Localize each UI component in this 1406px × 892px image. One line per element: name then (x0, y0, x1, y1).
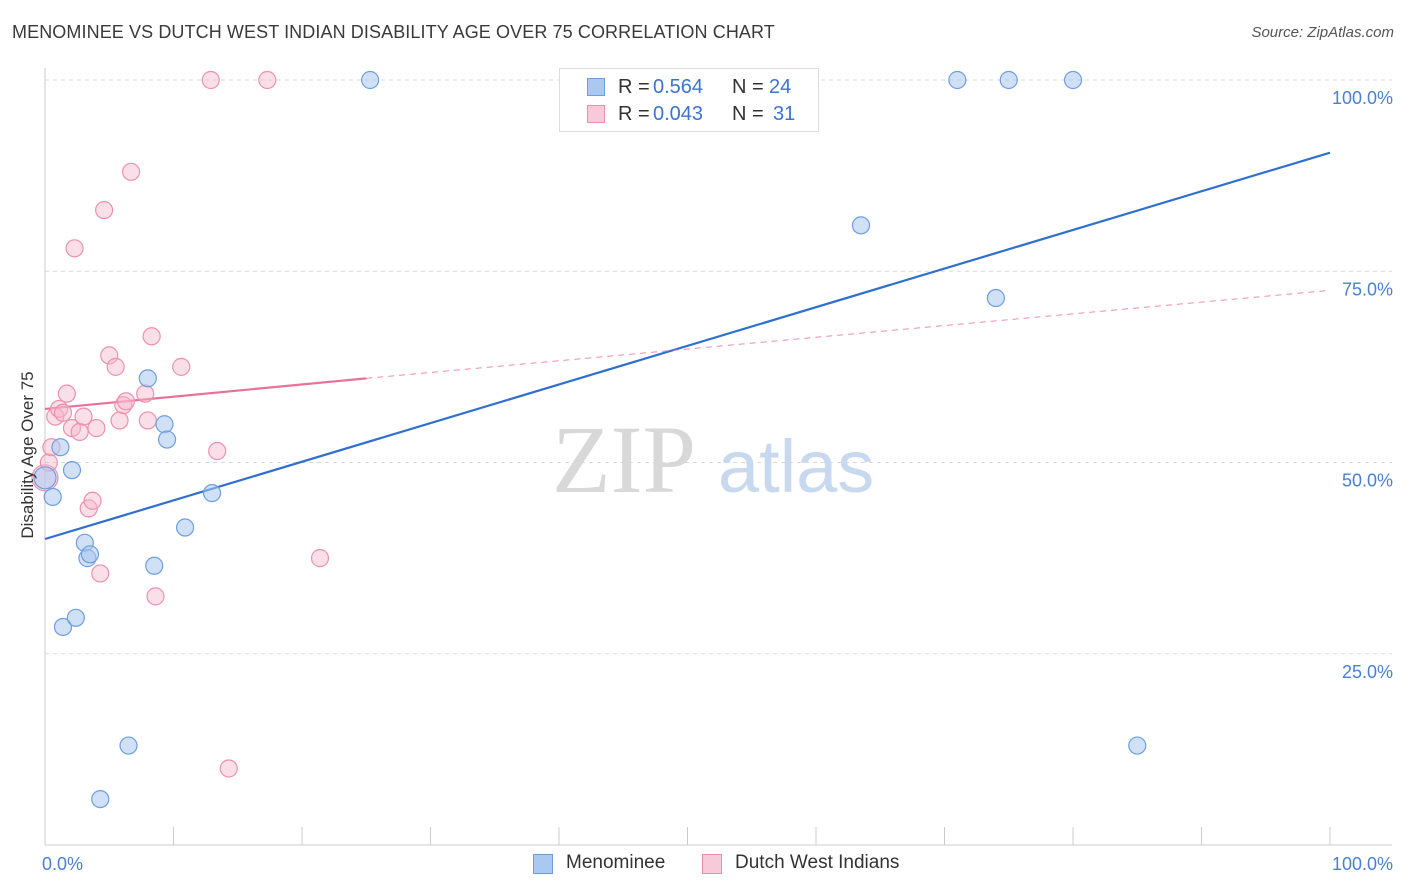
legend-n-value: 31 (773, 103, 796, 125)
x-tick-label: 100.0% (1332, 854, 1393, 874)
data-point-dutch-west-indians (57, 384, 76, 403)
legend-n-label: N = (732, 103, 764, 125)
data-point-dutch-west-indians (116, 392, 136, 411)
axes (44, 68, 1392, 846)
data-point-menominee (138, 369, 157, 388)
tick-labels: 25.0% 50.0% 75.0% 100.0% 0.0% 100.0% (42, 88, 1393, 874)
y-tick-label: 50.0% (1342, 471, 1393, 491)
data-point-dutch-west-indians (136, 384, 155, 403)
trend-lines (44, 151, 1331, 541)
data-point-menominee (91, 789, 110, 809)
data-point-dutch-west-indians (121, 162, 141, 181)
bottom-legend-label: Dutch West Indians (735, 852, 900, 873)
data-point-menominee (202, 484, 222, 503)
watermark-atlas: atlas (718, 425, 874, 508)
grid-lines (45, 79, 1392, 655)
data-point-dutch-west-indians (70, 422, 89, 441)
data-point-menominee (948, 70, 967, 90)
bottom-legend-label: Menominee (566, 852, 666, 873)
x-tick-label: 0.0% (42, 854, 83, 874)
bottom-legend-swatch-pink (702, 854, 722, 874)
bottom-legend-swatch-blue (533, 854, 553, 874)
data-point-dutch-west-indians (258, 70, 277, 90)
y-tick-label: 25.0% (1342, 662, 1393, 682)
data-point-menominee (33, 466, 57, 490)
data-point-dutch-west-indians (310, 549, 330, 568)
data-point-menominee (986, 288, 1006, 308)
data-point-dutch-west-indians (110, 411, 129, 430)
y-axis-label: Disability Age Over 75 (18, 371, 37, 538)
data-point-dutch-west-indians (95, 200, 114, 220)
data-point-dutch-west-indians (74, 407, 93, 426)
chart-title: MENOMINEE VS DUTCH WEST INDIAN DISABILIT… (12, 22, 775, 42)
data-point-menominee (175, 518, 195, 537)
data-point-dutch-west-indians (138, 411, 157, 430)
data-point-menominee (53, 617, 73, 637)
watermark-zip: ZIP (552, 406, 696, 513)
data-point-menominee (51, 438, 70, 457)
legend-r-label: R = (618, 103, 650, 125)
data-point-dutch-west-indians (142, 327, 161, 346)
data-point-dutch-west-indians (208, 441, 227, 461)
data-point-menominee (1128, 736, 1147, 755)
watermark: ZIP atlas (552, 406, 874, 513)
data-point-dutch-west-indians (100, 346, 119, 365)
legend-row-dutch-west-indians: R = 0.043 N = 31 (560, 101, 818, 127)
data-point-dutch-west-indians (91, 564, 110, 583)
data-point-dutch-west-indians (172, 357, 191, 376)
legend-swatch-blue (587, 78, 605, 96)
source-label: Source: ZipAtlas.com (1251, 24, 1394, 41)
data-point-menominee (119, 736, 138, 755)
trend-line-menominee (44, 151, 1331, 541)
data-points (31, 70, 1147, 809)
data-point-menominee (361, 70, 380, 90)
legend-n-value: 24 (769, 76, 792, 98)
data-point-dutch-west-indians (219, 759, 238, 778)
legend-r-value: 0.043 (653, 103, 704, 125)
trend-line-dutch-west-indians-extension (366, 289, 1331, 379)
legend-row-menominee: R = 0.564 N = 24 (560, 74, 818, 100)
data-point-dutch-west-indians (53, 403, 73, 422)
y-tick-label: 100.0% (1332, 88, 1393, 108)
trend-line-dutch-west-indians (44, 377, 367, 411)
data-point-menominee (157, 430, 177, 449)
data-point-dutch-west-indians (83, 491, 102, 510)
data-point-menominee (851, 216, 871, 235)
data-point-dutch-west-indians (106, 357, 125, 376)
data-point-menominee (145, 556, 164, 575)
data-point-menominee (43, 487, 62, 507)
data-point-menominee (1063, 70, 1083, 90)
data-point-menominee (999, 70, 1018, 90)
data-point-dutch-west-indians (146, 587, 165, 606)
data-point-menominee (66, 608, 85, 627)
y-tick-label: 75.0% (1342, 279, 1393, 299)
legend-swatch-pink (587, 105, 605, 123)
data-point-menominee (62, 461, 82, 480)
data-point-dutch-west-indians (201, 70, 220, 90)
data-point-menominee (155, 415, 174, 434)
legend-n-label: N = (732, 76, 764, 98)
legend-r-label: R = (618, 76, 650, 98)
legend-r-value: 0.564 (653, 76, 704, 98)
correlation-legend: R = 0.564 N = 24 R = 0.043 N = 31 (559, 68, 819, 132)
data-point-menominee (80, 545, 100, 564)
data-point-dutch-west-indians (65, 239, 84, 258)
data-point-dutch-west-indians (87, 418, 106, 438)
